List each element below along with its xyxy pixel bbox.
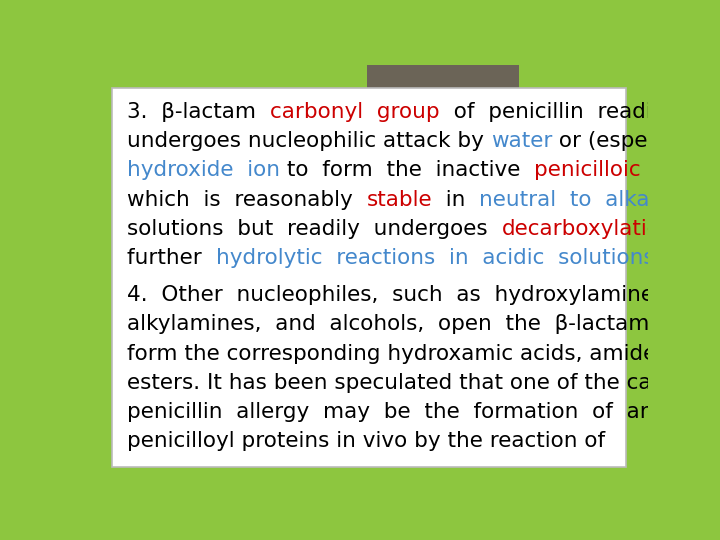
Text: 4.  Other  nucleophiles,  such  as  hydroxylamines,: 4. Other nucleophiles, such as hydroxyla… — [127, 285, 672, 305]
Text: hydroxide  ion: hydroxide ion — [127, 160, 280, 180]
Text: form the corresponding hydroxamic acids, amides, and: form the corresponding hydroxamic acids,… — [127, 343, 720, 363]
Text: water: water — [491, 131, 552, 151]
Text: hydrolytic  reactions  in  acidic  solutions.: hydrolytic reactions in acidic solutions… — [216, 248, 661, 268]
Text: stable: stable — [366, 190, 432, 210]
Text: alkylamines,  and  alcohols,  open  the  β-lactam  ring  to: alkylamines, and alcohols, open the β-la… — [127, 314, 720, 334]
Text: or (especially): or (especially) — [552, 131, 711, 151]
Text: penicilloic  acid,: penicilloic acid, — [534, 160, 706, 180]
Text: penicilloyl proteins in vivo by the reaction of: penicilloyl proteins in vivo by the reac… — [127, 431, 606, 451]
Text: solutions  but  readily  undergoes: solutions but readily undergoes — [127, 219, 502, 239]
Text: undergoes nucleophilic attack by: undergoes nucleophilic attack by — [127, 131, 491, 151]
Text: in: in — [432, 190, 480, 210]
FancyBboxPatch shape — [367, 53, 518, 96]
Text: and: and — [674, 219, 720, 239]
Text: penicillin  allergy  may  be  the  formation  of  antigenic: penicillin allergy may be the formation … — [127, 402, 720, 422]
Text: to  form  the  inactive: to form the inactive — [280, 160, 534, 180]
Text: further: further — [127, 248, 216, 268]
Text: neutral  to  alkaline: neutral to alkaline — [480, 190, 688, 210]
Text: which  is  reasonably: which is reasonably — [127, 190, 366, 210]
Text: 3.  β-lactam: 3. β-lactam — [127, 102, 270, 122]
Text: esters. It has been speculated that one of the causes of: esters. It has been speculated that one … — [127, 373, 720, 393]
Text: of  penicillin  readily: of penicillin readily — [440, 102, 670, 122]
Text: decarboxylation: decarboxylation — [502, 219, 674, 239]
FancyBboxPatch shape — [112, 88, 626, 467]
Text: carbonyl  group: carbonyl group — [270, 102, 440, 122]
